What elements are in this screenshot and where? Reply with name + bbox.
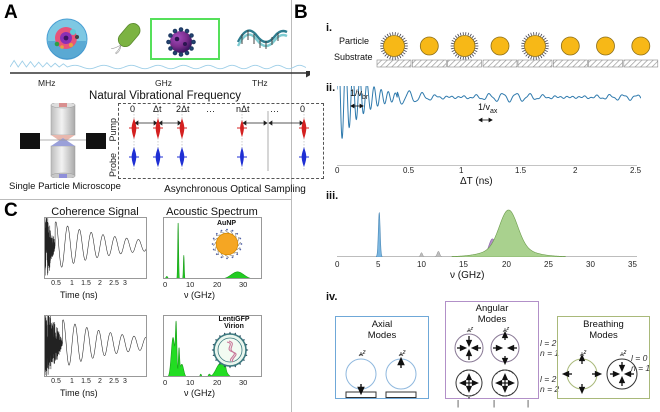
svg-text:z: z xyxy=(623,350,627,356)
svg-text:z: z xyxy=(362,349,367,356)
svg-text:z: z xyxy=(506,326,510,332)
svg-text:z: z xyxy=(470,326,474,332)
svg-text:z: z xyxy=(583,350,587,356)
svg-text:z: z xyxy=(402,349,407,356)
